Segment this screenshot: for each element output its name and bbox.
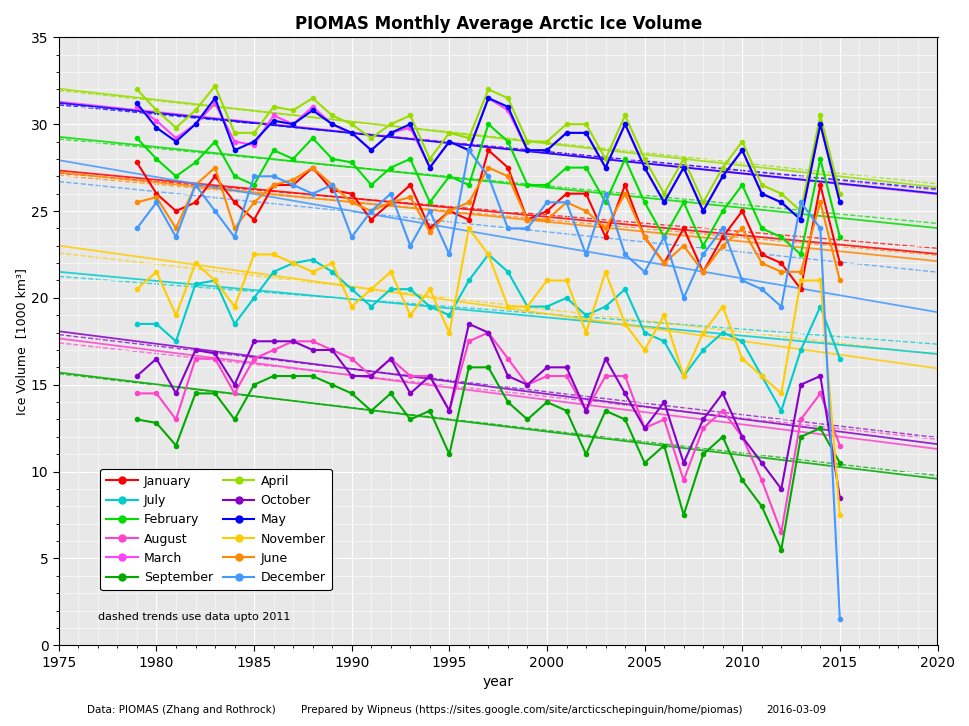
- X-axis label: year: year: [483, 675, 514, 689]
- Text: Prepared by Wipneus (https://sites.google.com/site/arcticschepinguin/home/piomas: Prepared by Wipneus (https://sites.googl…: [300, 705, 741, 715]
- Text: 2016-03-09: 2016-03-09: [766, 705, 826, 715]
- Legend: January, July, February, August, March, September, April, October, May, November: January, July, February, August, March, …: [100, 468, 331, 590]
- Title: PIOMAS Monthly Average Arctic Ice Volume: PIOMAS Monthly Average Arctic Ice Volume: [295, 15, 701, 33]
- Text: dashed trends use data upto 2011: dashed trends use data upto 2011: [98, 612, 291, 621]
- Y-axis label: Ice Volume  [1000 km³]: Ice Volume [1000 km³]: [15, 268, 28, 415]
- Text: Data: PIOMAS (Zhang and Rothrock): Data: PIOMAS (Zhang and Rothrock): [87, 705, 276, 715]
